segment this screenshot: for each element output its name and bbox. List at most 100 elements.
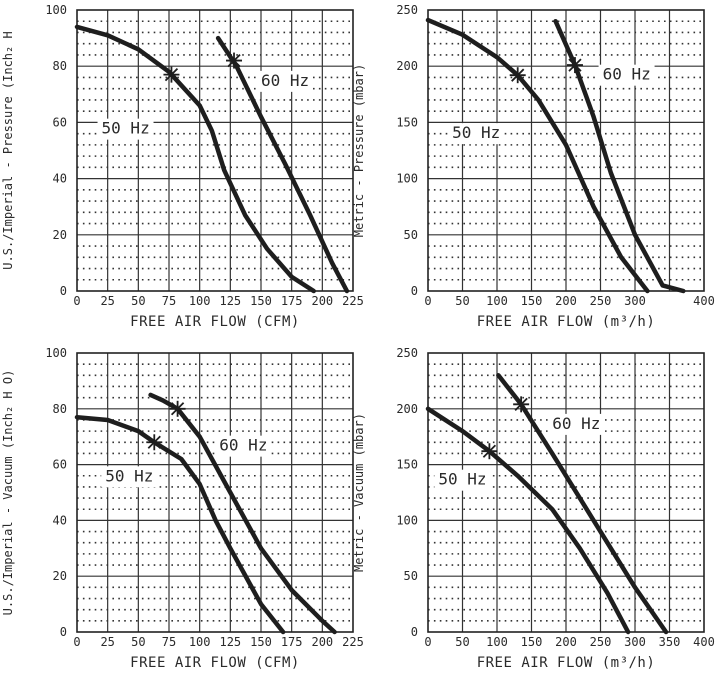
x-tick-label: 400 [693,294,715,308]
marker-stroke [482,444,497,458]
series-label-background [434,469,491,491]
x-tick-label: 225 [342,635,364,649]
series-label: 60 Hz [552,414,600,433]
series-label: 60 Hz [603,65,651,84]
chart-panel-2: 0 50 100 150 200 250 300 400 0 50 100 150 200 250 FREE… [352,3,715,330]
x-tick-label: 200 [311,294,333,308]
curve-50-hz [425,406,631,635]
x-tick-label: 400 [693,635,715,649]
marker-stroke [511,68,525,82]
x-tick-label: 0 [424,294,431,308]
y-tick-label: 100 [396,513,418,527]
y-axis-label: Metric - Vacuum (mbar) [352,413,366,572]
y-tick-label: 40 [53,513,67,527]
y-tick-label: 50 [404,228,418,242]
y-tick-label: 80 [53,402,67,416]
x-axis-label: FREE AIR FLOW (m³/h) [477,314,656,330]
x-tick-label: 50 [455,635,469,649]
marker-stroke [568,58,582,72]
x-tick-label: 200 [555,294,577,308]
y-tick-label: 100 [45,3,67,17]
series-label-background [257,70,313,92]
y-tick-label: 60 [53,115,67,129]
x-tick-label: 50 [131,635,145,649]
curve-50-hz [425,17,650,294]
x-tick-label: 0 [73,635,80,649]
x-tick-label: 250 [590,294,612,308]
curve-50-hz [74,414,286,635]
y-tick-label: 250 [396,346,418,360]
y-axis-label: U.S./Imperial - Pressure (Inch₂ H [1,31,15,269]
marker-stroke [164,67,179,82]
marker-stroke [227,53,241,68]
x-tick-label: 200 [311,635,333,649]
y-tick-label: 0 [411,625,418,639]
series-label: 50 Hz [438,470,486,489]
x-tick-label: 300 [624,635,646,649]
series-label-background [101,466,158,488]
x-tick-label: 150 [250,294,272,308]
x-tick-label: 150 [521,294,543,308]
marker-stroke [514,397,528,411]
y-tick-label: 150 [396,115,418,129]
x-tick-label: 300 [624,294,646,308]
x-tick-label: 100 [189,635,211,649]
operating-point-marker [509,67,526,84]
curve-60-hz [148,392,337,635]
series-label: 60 Hz [261,71,309,90]
x-tick-label: 150 [521,635,543,649]
plot-frame [76,9,354,292]
marker-stroke [170,402,185,416]
operating-point-marker [163,66,180,83]
x-tick-label: 50 [455,294,469,308]
operating-point-marker [146,434,163,451]
x-tick-label: 250 [590,635,612,649]
plot-frame [427,352,705,633]
chart-panel-4: 0 50 100 150 200 250 300 350 400 0 50 100 150 200 250 F… [352,346,715,671]
marker-stroke [147,435,161,449]
x-tick-label: 125 [219,635,241,649]
y-tick-label: 250 [396,3,418,17]
x-tick-label: 125 [219,294,241,308]
x-tick-label: 350 [659,635,681,649]
y-tick-label: 50 [404,569,418,583]
x-tick-label: 225 [342,294,364,308]
y-tick-label: 0 [60,284,67,298]
x-tick-label: 100 [486,635,508,649]
y-tick-label: 20 [53,569,67,583]
curve-50-hz [74,24,316,294]
plot-frame [427,9,705,292]
y-tick-label: 20 [53,228,67,242]
operating-point-marker [169,400,186,417]
y-tick-label: 0 [411,284,418,298]
series-label-background [97,118,154,140]
x-axis-label: FREE AIR FLOW (CFM) [130,655,300,671]
series-label-background [598,64,655,86]
x-axis-label: FREE AIR FLOW (CFM) [130,314,300,330]
y-axis-label: Metric - Pressure (mbar) [352,64,366,237]
series-label-background [215,435,272,457]
x-tick-label: 50 [131,294,145,308]
series-label: 50 Hz [102,119,150,138]
y-tick-label: 200 [396,402,418,416]
series-label-background [548,413,605,435]
y-tick-label: 100 [45,346,67,360]
y-tick-label: 0 [60,625,67,639]
operating-point-marker [226,52,243,69]
x-tick-label: 0 [73,294,80,308]
series-label: 50 Hz [452,123,500,142]
y-axis-label: U.S./Imperial - Vacuum (Inch₂ H O) [1,370,15,616]
y-tick-label: 60 [53,458,67,472]
curve-60-hz [215,35,350,294]
chart-panel-1: 0 25 50 75 100 125 150 175 200 225 0 20 40 60 80 100 FRE… [1,3,364,330]
x-tick-label: 175 [281,635,303,649]
x-tick-label: 25 [100,635,114,649]
x-tick-label: 100 [189,294,211,308]
series-label: 50 Hz [105,466,153,485]
series-label-background [448,123,505,145]
chart-panel-3: 0 25 50 75 100 125 150 175 200 225 0 20 40 60 80 100 FRE… [1,346,364,671]
y-tick-label: 40 [53,172,67,186]
x-axis-label: FREE AIR FLOW (m³/h) [477,655,656,671]
operating-point-marker [513,396,530,413]
